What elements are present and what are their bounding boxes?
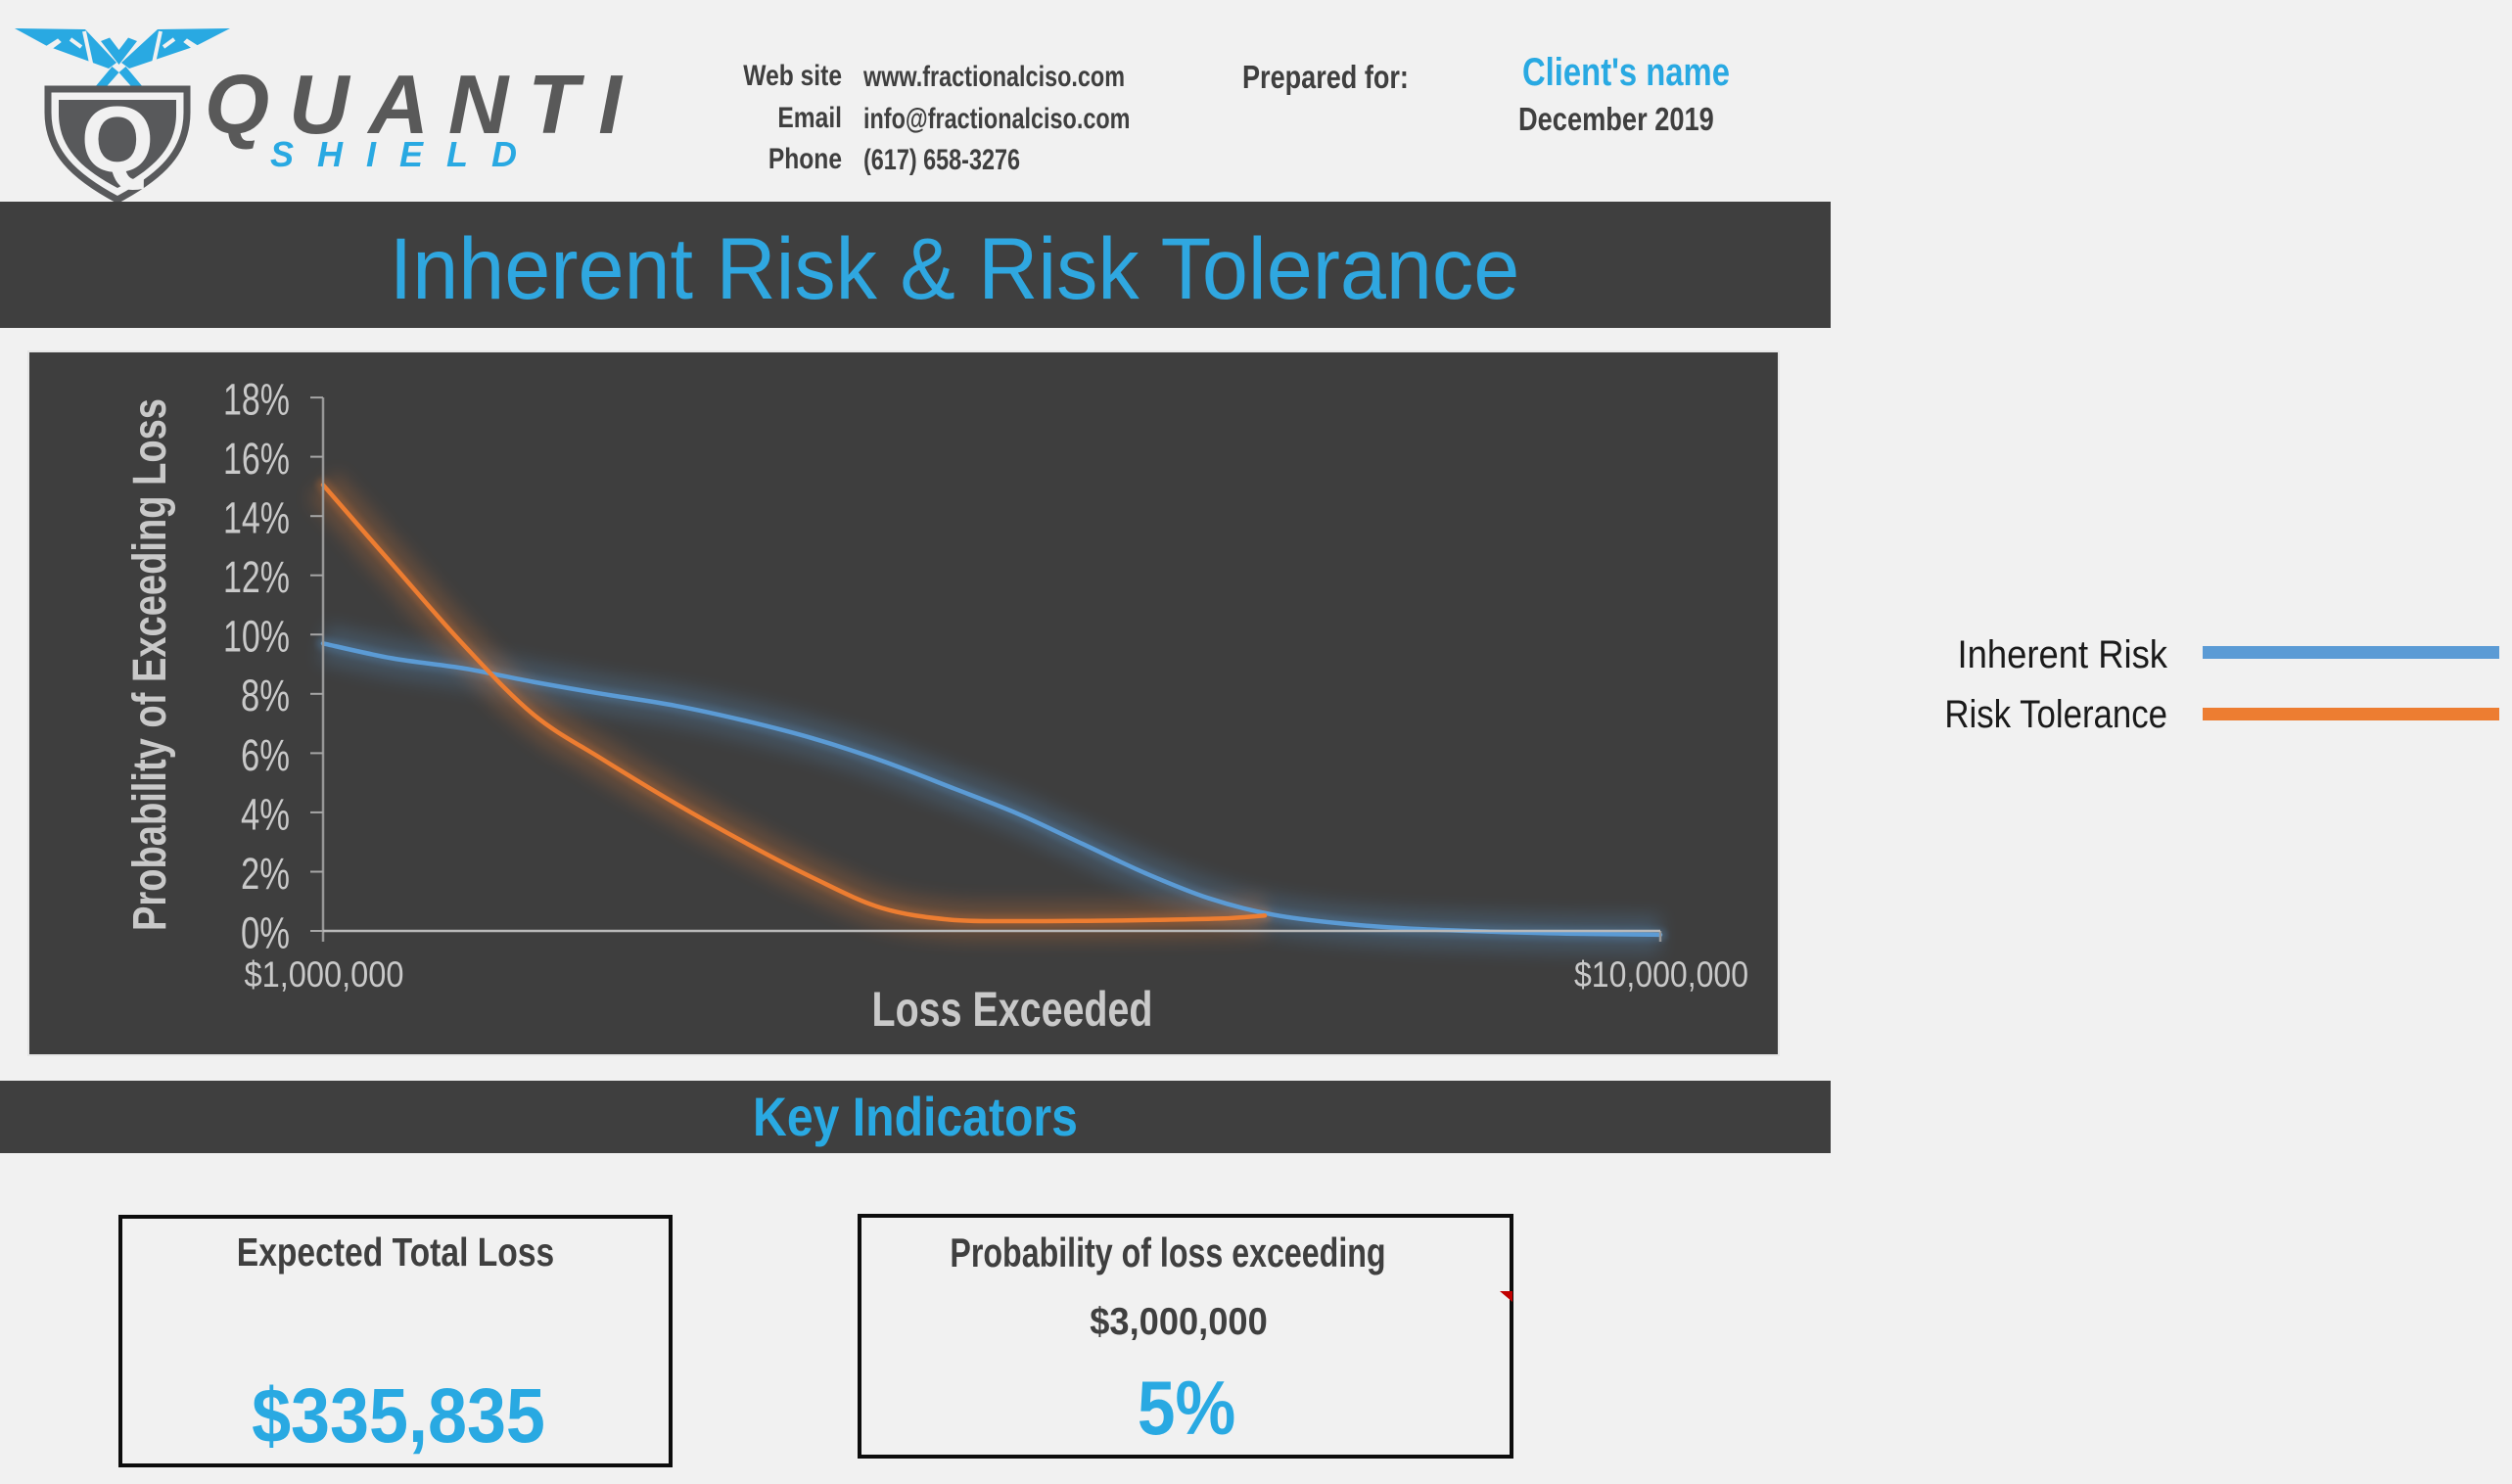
svg-text:0%: 0% xyxy=(241,907,290,957)
svg-text:16%: 16% xyxy=(223,434,290,484)
svg-text:Q: Q xyxy=(81,87,155,192)
svg-text:10%: 10% xyxy=(223,612,290,662)
svg-text:12%: 12% xyxy=(223,552,290,602)
svg-text:8%: 8% xyxy=(241,671,290,720)
svg-text:QUANTI: QUANTI xyxy=(205,59,641,152)
svg-text:2%: 2% xyxy=(241,849,290,899)
svg-text:SHIELD: SHIELD xyxy=(270,134,540,174)
svg-text:14%: 14% xyxy=(223,493,290,543)
svg-text:Loss Exceeded: Loss Exceeded xyxy=(872,982,1153,1037)
svg-text:$1,000,000: $1,000,000 xyxy=(245,954,404,995)
svg-text:$10,000,000: $10,000,000 xyxy=(1574,954,1748,995)
svg-text:Probability of Exceeding Loss: Probability of Exceeding Loss xyxy=(124,398,176,931)
svg-text:4%: 4% xyxy=(241,789,290,839)
svg-text:6%: 6% xyxy=(241,730,290,780)
svg-text:18%: 18% xyxy=(223,375,290,425)
